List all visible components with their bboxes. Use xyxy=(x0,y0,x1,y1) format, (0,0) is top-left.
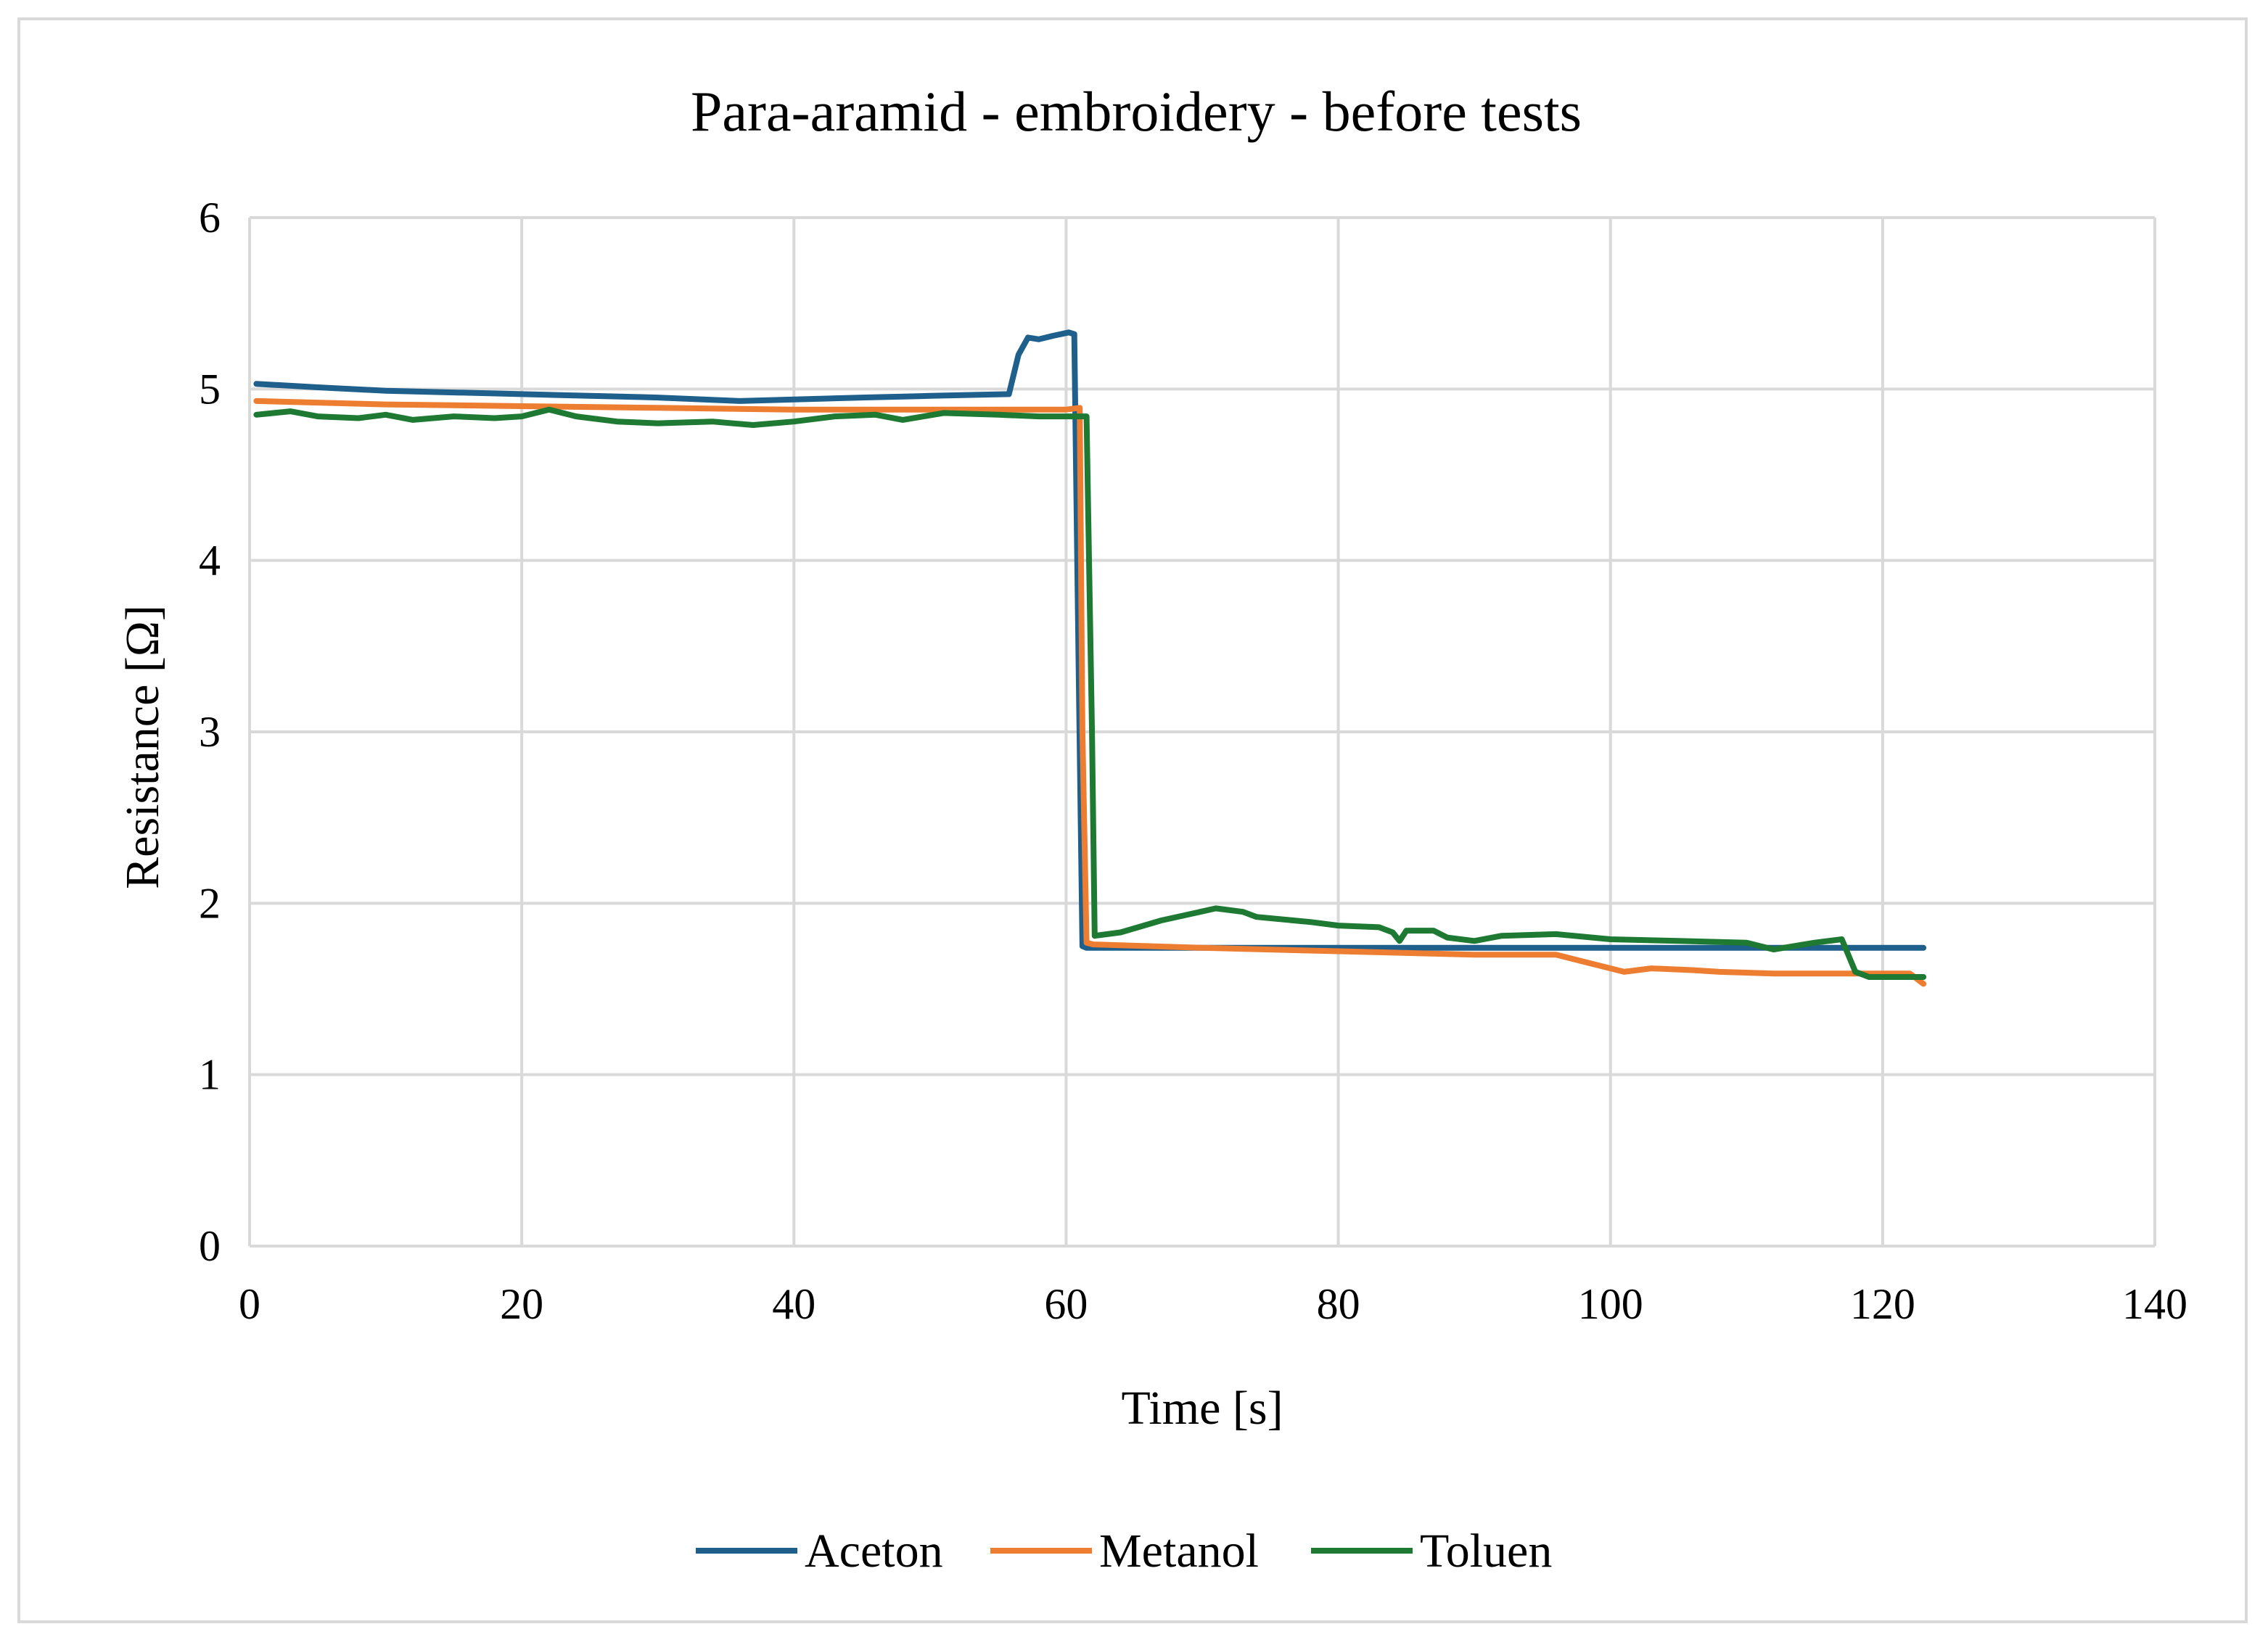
y-tick-label: 5 xyxy=(199,365,221,413)
y-axis-label: Resistance [Ω] xyxy=(116,605,169,889)
legend-label: Metanol xyxy=(1099,1525,1259,1578)
x-tick-label: 20 xyxy=(500,1280,543,1328)
x-tick-label: 80 xyxy=(1317,1280,1360,1328)
chart-title: Para-aramid - embroidery - before tests xyxy=(691,80,1582,143)
x-tick-label: 140 xyxy=(2122,1280,2187,1328)
y-tick-label: 3 xyxy=(199,708,221,756)
series-line-toluen xyxy=(253,406,1927,980)
series-lines xyxy=(253,329,1927,987)
y-tick-label: 6 xyxy=(199,194,221,242)
x-axis-label: Time [s] xyxy=(1121,1382,1283,1435)
x-tick-label: 0 xyxy=(239,1280,260,1328)
series-line-metanol xyxy=(253,397,1927,987)
legend-item-aceton: Aceton xyxy=(696,1525,943,1578)
legend-label: Aceton xyxy=(805,1525,943,1578)
y-tick-label: 0 xyxy=(199,1222,221,1270)
axes xyxy=(248,218,2155,1248)
y-tick-label: 2 xyxy=(199,879,221,927)
y-tick-label: 4 xyxy=(199,537,221,585)
gridlines xyxy=(250,216,2156,1246)
line-chart: Para-aramid - embroidery - before tests … xyxy=(116,80,2187,1578)
legend-item-toluen: Toluen xyxy=(1311,1525,1552,1578)
x-tick-label: 120 xyxy=(1850,1280,1915,1328)
legend: Aceton Metanol Toluen xyxy=(696,1525,1552,1578)
legend-label: Toluen xyxy=(1420,1525,1552,1578)
legend-item-metanol: Metanol xyxy=(990,1525,1259,1578)
x-tick-label: 60 xyxy=(1044,1280,1088,1328)
x-tick-label: 100 xyxy=(1578,1280,1643,1328)
series-line-aceton xyxy=(253,329,1927,951)
x-tick-label: 40 xyxy=(772,1280,815,1328)
y-tick-label: 1 xyxy=(199,1051,221,1099)
chart-frame: Para-aramid - embroidery - before tests … xyxy=(17,17,2248,1623)
